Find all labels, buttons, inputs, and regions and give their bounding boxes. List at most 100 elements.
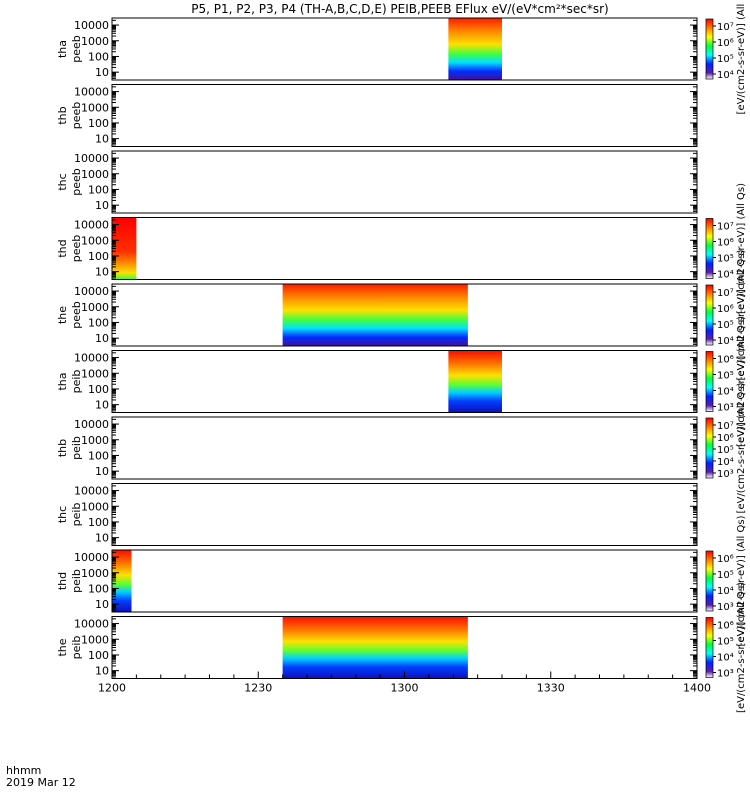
spectrogram-block bbox=[282, 284, 385, 346]
spectrogram-panel: 10 100 1000 10000 the peib 10⁶ 10⁵ 10⁴ 10³ [eV/(cm… bbox=[56, 582, 747, 713]
panel-probe-label: thb bbox=[56, 106, 69, 124]
spectrogram-panel: 10 100 1000 10000 tha peib 10⁶ 10⁵ 10⁴ 10³ [eV/(cm… bbox=[56, 316, 747, 447]
colorbar bbox=[705, 417, 714, 479]
panel-frame bbox=[111, 17, 698, 81]
spectrogram-panel: 10 100 1000 10000 thb peeb bbox=[56, 84, 698, 147]
y-tick-label: 1000 bbox=[81, 301, 109, 314]
colorbar-tick-label: 10⁶ bbox=[717, 621, 734, 632]
colorbar-tick-label: 10³ bbox=[717, 469, 734, 480]
y-tick-label: 1000 bbox=[81, 434, 109, 447]
panel-probe-label: thd bbox=[56, 239, 69, 257]
colorbar-tick-label: 10⁵ bbox=[717, 320, 734, 331]
spectrogram-panel: 10 100 1000 10000 tha peeb 10⁷ 10⁶ 10⁵ 10⁴ [eV/(cm… bbox=[56, 0, 747, 114]
panel-instrument-label: peib bbox=[70, 636, 83, 660]
x-tick-label: 1300 bbox=[391, 682, 419, 695]
y-tick-label: 100 bbox=[88, 316, 109, 329]
panel-frame bbox=[111, 549, 698, 613]
y-tick-label: 100 bbox=[88, 516, 109, 529]
colorbar-tick-label: 10⁵ bbox=[717, 445, 734, 456]
panel-instrument-label: peeb bbox=[70, 35, 83, 63]
y-tick-label: 10 bbox=[95, 133, 109, 146]
y-tick-label: 10000 bbox=[74, 485, 109, 498]
panel-probe-label: thb bbox=[56, 439, 69, 457]
colorbar-tick-label: 10⁴ bbox=[717, 70, 734, 81]
y-tick-label: 100 bbox=[88, 649, 109, 662]
panel-frame bbox=[111, 350, 698, 413]
colorbar-label: [eV/(cm2-s-sr-eV)] (All Qs) bbox=[736, 382, 747, 513]
y-tick-label: 10 bbox=[95, 598, 109, 611]
colorbar-tick-label: 10⁶ bbox=[717, 433, 734, 444]
y-tick-label: 10 bbox=[95, 66, 109, 79]
panel-probe-label: tha bbox=[56, 40, 69, 58]
panel-instrument-label: peib bbox=[70, 370, 83, 394]
colorbar bbox=[705, 351, 714, 412]
y-tick-label: 10 bbox=[95, 199, 109, 212]
spectrogram-block bbox=[282, 617, 385, 678]
spectrogram-panel: 10 100 1000 10000 the peeb 10⁷ 10⁶ 10⁵ 10⁴ [eV/(cm… bbox=[56, 249, 747, 380]
panel-probe-label: thc bbox=[56, 173, 69, 190]
colorbar-tick-label: 10⁵ bbox=[717, 254, 734, 265]
panel-frame bbox=[111, 217, 698, 280]
time-axis: 1200 1230 1300 1330 1400 bbox=[98, 671, 711, 695]
panel-instrument-label: peib bbox=[70, 503, 83, 527]
colorbar-tick-label: 10⁴ bbox=[717, 387, 734, 398]
y-tick-label: 10000 bbox=[74, 152, 109, 165]
y-tick-label: 10000 bbox=[74, 618, 109, 631]
y-tick-label: 1000 bbox=[81, 367, 109, 380]
y-tick-label: 1000 bbox=[81, 633, 109, 646]
colorbar-label: [eV/(cm2-s-sr-eV)] (All Qs) bbox=[736, 183, 747, 314]
colorbar-tick-label: 10³ bbox=[717, 669, 734, 680]
date-label: 2019 Mar 12 bbox=[6, 776, 76, 789]
spectrogram-panel: 10 100 1000 10000 thd peeb 10⁷ 10⁶ 10⁵ 10⁴ [eV/(cm… bbox=[56, 183, 747, 314]
colorbar-tick-label: 10⁶ bbox=[717, 238, 734, 249]
colorbar-tick-label: 10⁶ bbox=[717, 554, 734, 565]
panel-frame bbox=[111, 483, 698, 546]
y-tick-label: 10000 bbox=[74, 86, 109, 99]
panel-probe-label: tha bbox=[56, 372, 69, 390]
panel-probe-label: thd bbox=[56, 572, 69, 590]
colorbar-label: [eV/(cm2-s-sr-eV)] (All Qs) bbox=[736, 515, 747, 646]
spectrogram-panel: 10 100 1000 10000 thc peeb bbox=[56, 150, 698, 214]
colorbar-tick-label: 10⁴ bbox=[717, 586, 734, 597]
y-tick-label: 100 bbox=[88, 183, 109, 196]
y-tick-label: 10 bbox=[95, 532, 109, 545]
colorbar-label: [eV/(cm2-s-sr-eV)] (All Qs) bbox=[736, 582, 747, 713]
spectrogram-block bbox=[385, 617, 468, 678]
panel-instrument-label: peeb bbox=[70, 168, 83, 196]
panel-frame bbox=[111, 150, 698, 214]
x-tick-label: 1230 bbox=[244, 682, 272, 695]
spectrogram-panel: 10 100 1000 10000 thc peib bbox=[56, 483, 698, 546]
colorbar-tick-label: 10³ bbox=[717, 403, 734, 414]
y-tick-label: 100 bbox=[88, 582, 109, 595]
colorbar-tick-label: 10⁴ bbox=[717, 336, 734, 347]
y-tick-label: 1000 bbox=[81, 168, 109, 181]
colorbar bbox=[705, 218, 714, 279]
y-tick-label: 10 bbox=[95, 665, 109, 678]
y-tick-label: 10000 bbox=[74, 219, 109, 232]
spectrogram-block bbox=[448, 18, 502, 80]
y-tick-label: 1000 bbox=[81, 567, 109, 580]
colorbar-tick-label: 10⁶ bbox=[717, 355, 734, 366]
panel-probe-label: thc bbox=[56, 506, 69, 523]
x-tick-label: 1400 bbox=[683, 682, 711, 695]
time-format-label: hhmm bbox=[6, 764, 41, 777]
y-tick-label: 100 bbox=[88, 383, 109, 396]
panel-probe-label: the bbox=[56, 638, 69, 656]
spectrogram-panel: 10 100 1000 10000 thd peib 10⁶ 10⁵ 10⁴ 10³ [eV/(cm… bbox=[56, 515, 747, 646]
y-tick-label: 10000 bbox=[74, 285, 109, 298]
colorbar-label: [eV/(cm2-s-sr-eV)] (All Qs) bbox=[736, 316, 747, 447]
colorbar-tick-label: 10⁴ bbox=[717, 457, 734, 468]
colorbar-tick-label: 10³ bbox=[717, 602, 734, 613]
colorbar-tick-label: 10⁵ bbox=[717, 570, 734, 581]
y-tick-label: 100 bbox=[88, 50, 109, 63]
y-tick-label: 1000 bbox=[81, 35, 109, 48]
y-tick-label: 100 bbox=[88, 117, 109, 130]
y-tick-label: 1000 bbox=[81, 234, 109, 247]
panel-instrument-label: peeb bbox=[70, 301, 83, 329]
panel-frame bbox=[111, 84, 698, 147]
colorbar-label: [eV/(cm2-s-sr-eV)] (All Qs) bbox=[736, 0, 747, 114]
colorbar-tick-label: 10⁷ bbox=[717, 288, 734, 299]
colorbar-tick-label: 10⁵ bbox=[717, 54, 734, 65]
